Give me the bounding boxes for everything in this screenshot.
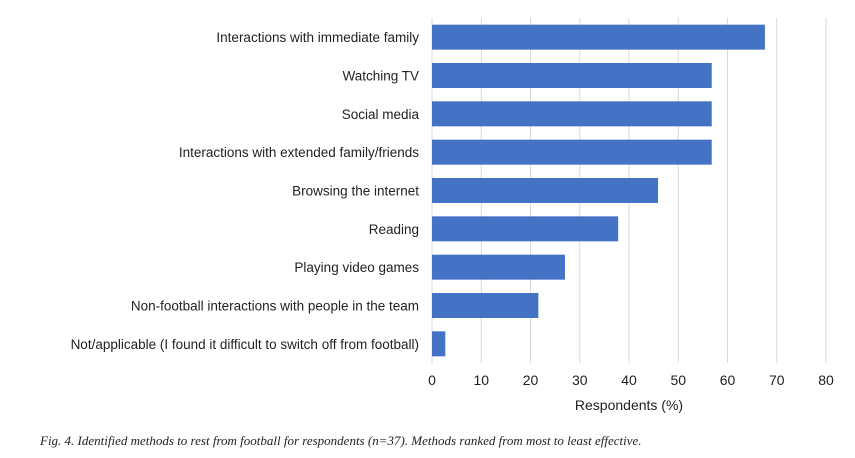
- bar: [432, 24, 765, 50]
- bar: [432, 216, 619, 242]
- x-tick-label: 10: [473, 372, 489, 388]
- bar: [432, 254, 565, 280]
- x-tick-label: 40: [621, 372, 637, 388]
- x-tick-label: 80: [818, 372, 834, 388]
- figure-caption: Fig. 4. Identified methods to rest from …: [40, 433, 642, 448]
- bar: [432, 178, 659, 203]
- x-tick-label: 70: [769, 372, 785, 388]
- x-tick-label: 0: [428, 372, 436, 388]
- category-label: Not/applicable (I found it difficult to …: [71, 337, 419, 352]
- x-tick-label: 30: [572, 372, 588, 388]
- x-axis-title: Respondents (%): [575, 397, 683, 413]
- category-label: Reading: [369, 222, 419, 237]
- bar-chart: 0 10 20 30 40 50 60 70 80 Interactions with immed…: [71, 18, 834, 413]
- category-label: Social media: [342, 107, 420, 122]
- bar: [432, 101, 712, 127]
- category-label: Non-football interactions with people in…: [131, 299, 419, 314]
- bar: [432, 331, 446, 357]
- category-label: Interactions with extended family/friend…: [179, 145, 419, 160]
- x-tick-label: 60: [720, 372, 736, 388]
- category-label: Interactions with immediate family: [216, 30, 419, 45]
- x-tick-label: 50: [670, 372, 686, 388]
- category-label: Playing video games: [294, 260, 419, 275]
- x-tick-label: 20: [523, 372, 539, 388]
- bar: [432, 63, 712, 88]
- category-label: Browsing the internet: [292, 184, 419, 199]
- category-label: Watching TV: [342, 69, 419, 84]
- bar: [432, 139, 712, 165]
- bar: [432, 293, 539, 318]
